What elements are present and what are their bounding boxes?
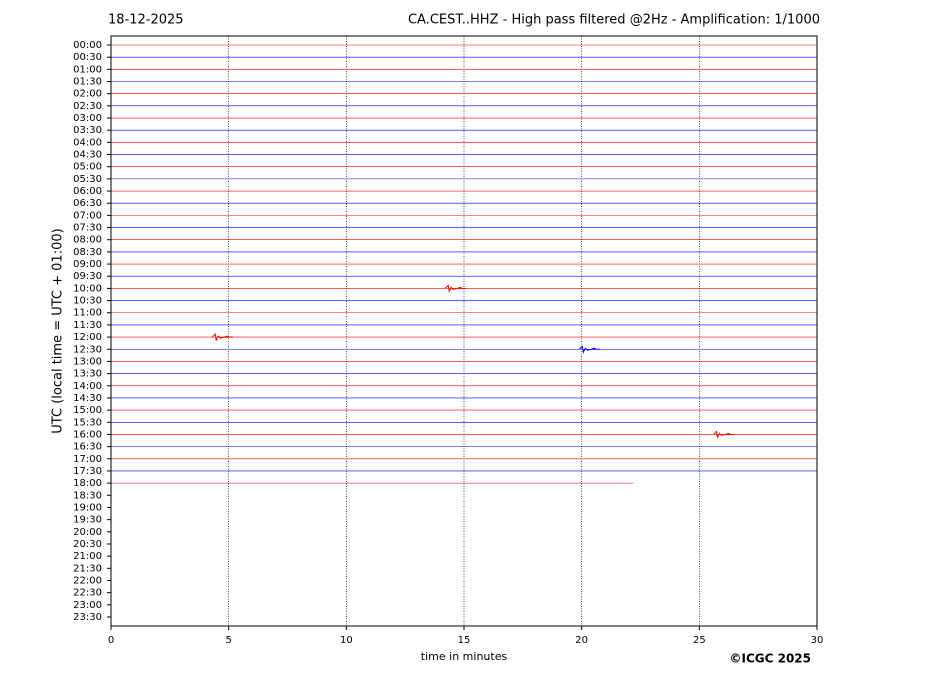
- y-tick-label: 09:00: [73, 259, 102, 270]
- y-tick-label: 22:30: [73, 588, 102, 599]
- y-tick-label: 03:00: [73, 113, 102, 124]
- y-axis-label: UTC (local time = UTC + 01:00): [51, 228, 66, 433]
- chart-title: CA.CEST..HHZ - High pass filtered @2Hz -…: [408, 13, 820, 28]
- y-tick-label: 22:00: [73, 575, 102, 586]
- y-tick-label: 02:30: [73, 101, 102, 112]
- y-tick-label: 19:30: [73, 515, 102, 526]
- y-tick-label: 10:00: [73, 283, 102, 294]
- y-tick-label: 18:30: [73, 490, 102, 501]
- y-tick-label: 23:00: [73, 600, 102, 611]
- y-tick-label: 12:00: [73, 332, 102, 343]
- y-tick-label: 12:30: [73, 344, 102, 355]
- y-tick-label: 17:30: [73, 466, 102, 477]
- y-tick-label: 05:30: [73, 174, 102, 185]
- x-tick-label: 25: [693, 635, 706, 646]
- y-tick-label: 07:00: [73, 210, 102, 221]
- seismic-event: [713, 430, 735, 440]
- y-tick-label: 14:00: [73, 381, 102, 392]
- y-tick-label: 11:30: [73, 320, 102, 331]
- y-tick-label: 01:00: [73, 64, 102, 75]
- x-tick-label: 15: [458, 635, 471, 646]
- y-tick-label: 08:30: [73, 247, 102, 258]
- y-tick-label: 16:00: [73, 429, 102, 440]
- y-tick-label: 09:30: [73, 271, 102, 282]
- x-tick-label: 10: [340, 635, 353, 646]
- y-tick-label: 00:30: [73, 52, 102, 63]
- y-tick-label: 16:30: [73, 442, 102, 453]
- y-tick-label: 05:00: [73, 162, 102, 173]
- y-tick-label: 03:30: [73, 125, 102, 136]
- y-tick-label: 14:30: [73, 393, 102, 404]
- y-tick-label: 21:00: [73, 551, 102, 562]
- y-tick-label: 18:00: [73, 478, 102, 489]
- y-tick-label: 23:30: [73, 612, 102, 623]
- seismic-event: [211, 333, 234, 342]
- x-tick-label: 5: [225, 635, 231, 646]
- y-tick-label: 15:00: [73, 405, 102, 416]
- y-tick-label: 20:30: [73, 539, 102, 550]
- x-tick-label: 30: [811, 635, 824, 646]
- y-tick-label: 00:00: [73, 40, 102, 51]
- y-tick-label: 19:00: [73, 502, 102, 513]
- y-tick-label: 04:30: [73, 150, 102, 161]
- y-tick-label: 17:00: [73, 454, 102, 465]
- y-tick-label: 20:00: [73, 527, 102, 538]
- y-tick-label: 10:30: [73, 296, 102, 307]
- plot-frame: [110, 35, 818, 627]
- y-tick-label: 02:00: [73, 89, 102, 100]
- x-axis-label: time in minutes: [421, 650, 508, 663]
- copyright: ©ICGC 2025: [729, 652, 811, 666]
- y-tick-label: 01:30: [73, 77, 102, 88]
- y-tick-label: 21:30: [73, 563, 102, 574]
- y-tick-label: 13:30: [73, 369, 102, 380]
- chart-date: 18-12-2025: [108, 13, 184, 28]
- y-tick-label: 13:00: [73, 356, 102, 367]
- y-tick-label: 08:00: [73, 235, 102, 246]
- y-tick-label: 06:00: [73, 186, 102, 197]
- seismic-event: [578, 345, 601, 354]
- y-tick-label: 11:00: [73, 308, 102, 319]
- x-tick-label: 0: [108, 635, 114, 646]
- y-tick-label: 15:30: [73, 417, 102, 428]
- y-tick-label: 07:30: [73, 223, 102, 234]
- y-tick-label: 04:00: [73, 137, 102, 148]
- x-tick-label: 20: [575, 635, 588, 646]
- seismic-event: [444, 284, 467, 294]
- y-tick-label: 06:30: [73, 198, 102, 209]
